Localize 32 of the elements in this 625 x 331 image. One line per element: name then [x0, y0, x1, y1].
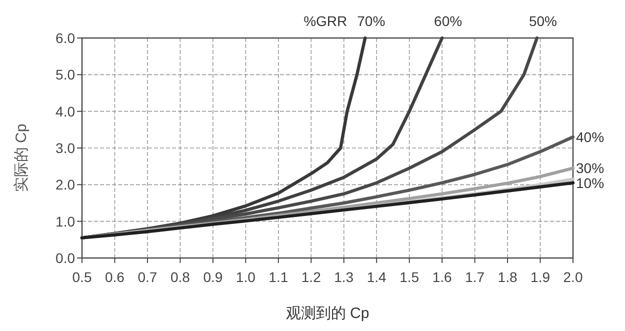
y-tick-label: 5.0	[56, 66, 76, 83]
series-label: 50%	[528, 13, 558, 29]
x-tick-label: 1.3	[334, 269, 354, 285]
series-label: 60%	[434, 13, 462, 29]
x-tick-label: 1.5	[400, 269, 420, 285]
y-tick-label: 6.0	[56, 30, 76, 46]
legend-title: %GRR	[304, 13, 348, 29]
y-tick-label: 2.0	[56, 176, 76, 193]
x-tick-label: 1.0	[236, 269, 256, 285]
series-label: 30%	[576, 160, 604, 176]
x-tick-label: 1.4	[366, 269, 387, 285]
x-tick-label: 0.6	[105, 269, 125, 285]
x-axis-title: 观测到的 Cp	[286, 305, 370, 322]
x-tick-label: 1.7	[465, 269, 485, 285]
y-tick-label: 1.0	[56, 213, 76, 230]
x-tick-label: 1.1	[268, 269, 288, 285]
x-tick-label: 0.7	[138, 269, 158, 285]
x-tick-label: 1.6	[432, 269, 452, 285]
x-tick-label: 1.9	[530, 269, 550, 285]
x-tick-label: 1.2	[301, 269, 322, 285]
x-tick-label: 0.8	[170, 269, 190, 285]
y-axis-title: 实际的 Cp	[13, 124, 30, 192]
series-label: 40%	[576, 129, 604, 145]
x-tick-label: 2.0	[563, 269, 583, 285]
x-tick-label: 1.8	[498, 269, 518, 285]
series-label: 10%	[576, 174, 604, 191]
x-tick-label: 0.5	[72, 269, 92, 285]
y-tick-label: 3.0	[56, 140, 76, 156]
y-tick-label: 0.0	[56, 250, 76, 266]
x-tick-label: 0.9	[203, 269, 223, 285]
y-tick-label: 4.0	[56, 103, 76, 120]
series-label: 70%	[357, 13, 386, 29]
